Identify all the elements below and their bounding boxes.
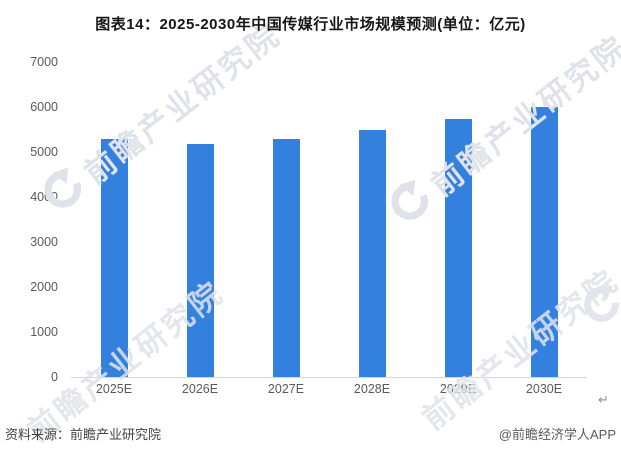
bars xyxy=(71,62,587,377)
y-axis-tick-label: 2000 xyxy=(30,280,58,294)
credit-note: @前瞻经济学人APP xyxy=(498,427,616,442)
x-axis-label: 2029E xyxy=(439,382,477,396)
bar-2025E xyxy=(100,138,128,377)
x-axis-label: 2026E xyxy=(181,382,219,396)
bar-slot xyxy=(71,62,157,377)
bar-2026E xyxy=(186,143,214,377)
chart-title: 图表14：2025-2030年中国传媒行业市场规模预测(单位：亿元) xyxy=(95,16,526,33)
bar-slot xyxy=(329,62,415,377)
plot-area xyxy=(71,62,587,378)
bar-2029E xyxy=(444,119,472,377)
y-axis-tick-label: 5000 xyxy=(30,145,58,159)
bar-2030E xyxy=(530,107,558,377)
y-axis-tick-label: 1000 xyxy=(30,325,58,339)
x-axis-label: 2028E xyxy=(353,382,391,396)
bar-slot xyxy=(501,62,587,377)
y-axis: 0 1000 2000 3000 4000 5000 6000 7000 xyxy=(0,55,58,384)
x-axis-label: 2027E xyxy=(267,382,305,396)
y-axis-tick-label: 3000 xyxy=(30,235,58,249)
x-axis-label: 2030E xyxy=(525,382,563,396)
y-axis-tick-label: 6000 xyxy=(30,100,58,114)
x-axis-label: 2025E xyxy=(95,382,133,396)
source-note: 资料来源：前瞻产业研究院 xyxy=(5,427,162,442)
bar-2028E xyxy=(358,129,386,377)
x-axis-labels: 2025E 2026E 2027E 2028E 2029E 2030E xyxy=(71,382,587,396)
return-mark: ↵ xyxy=(598,392,609,407)
bar-slot xyxy=(243,62,329,377)
bar-slot xyxy=(415,62,501,377)
y-axis-tick-label: 7000 xyxy=(30,55,58,69)
bar-2027E xyxy=(272,139,300,377)
y-axis-tick-label: 0 xyxy=(51,370,58,384)
y-axis-tick-label: 4000 xyxy=(30,190,58,204)
bar-slot xyxy=(157,62,243,377)
